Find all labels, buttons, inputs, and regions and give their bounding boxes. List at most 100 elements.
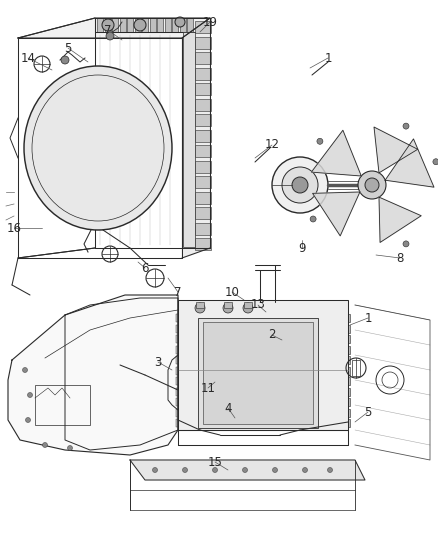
Bar	[97, 18, 103, 32]
Circle shape	[223, 303, 233, 313]
Bar	[336, 335, 350, 343]
Polygon shape	[374, 127, 418, 173]
Bar	[176, 408, 186, 416]
Bar	[244, 302, 252, 308]
Bar	[336, 377, 350, 385]
Bar	[203, 322, 313, 424]
Text: 7: 7	[174, 286, 182, 298]
Bar	[176, 419, 186, 427]
Bar	[195, 176, 211, 188]
Bar	[330, 300, 340, 315]
Text: 13: 13	[251, 298, 265, 311]
Bar	[165, 18, 170, 32]
Circle shape	[272, 467, 278, 472]
Bar	[134, 18, 141, 32]
Bar	[195, 191, 211, 204]
Bar	[218, 300, 227, 315]
Circle shape	[134, 19, 146, 31]
Ellipse shape	[24, 66, 172, 230]
Bar	[149, 18, 155, 32]
Bar	[176, 345, 186, 353]
Bar	[336, 408, 350, 416]
Circle shape	[175, 17, 185, 27]
Polygon shape	[313, 192, 360, 236]
Bar	[176, 387, 186, 395]
Bar	[142, 18, 148, 32]
Text: 4: 4	[224, 401, 232, 415]
Circle shape	[403, 123, 409, 129]
Bar	[192, 300, 202, 315]
Text: 11: 11	[201, 382, 215, 394]
Bar	[195, 145, 211, 157]
Bar	[336, 314, 350, 322]
Circle shape	[106, 32, 114, 40]
Circle shape	[67, 446, 73, 450]
Bar	[243, 300, 252, 315]
Polygon shape	[18, 18, 210, 38]
Bar	[176, 398, 186, 406]
Text: 1: 1	[364, 311, 372, 325]
Bar	[336, 325, 350, 333]
Polygon shape	[379, 197, 421, 243]
Bar	[196, 302, 204, 308]
Text: 7: 7	[104, 23, 112, 36]
Circle shape	[358, 171, 386, 199]
Text: 9: 9	[298, 241, 306, 254]
Bar	[195, 160, 211, 173]
Bar	[293, 300, 303, 315]
Bar	[195, 83, 211, 95]
Text: 3: 3	[154, 356, 162, 368]
Bar	[195, 238, 211, 250]
Circle shape	[22, 367, 28, 373]
Circle shape	[303, 467, 307, 472]
Bar	[180, 18, 186, 32]
Circle shape	[310, 216, 316, 222]
Text: 5: 5	[364, 406, 372, 418]
Bar	[195, 207, 211, 219]
Bar	[255, 300, 265, 315]
Text: 8: 8	[396, 252, 404, 264]
Bar	[352, 360, 360, 376]
Circle shape	[365, 178, 379, 192]
Bar	[176, 335, 186, 343]
Circle shape	[292, 177, 308, 193]
Bar	[187, 18, 193, 32]
Bar	[205, 300, 215, 315]
Text: 16: 16	[7, 222, 21, 235]
Bar	[336, 356, 350, 364]
Bar	[195, 21, 211, 33]
Bar	[336, 398, 350, 406]
Bar	[280, 300, 290, 315]
Bar	[224, 302, 232, 308]
Bar	[35, 385, 90, 425]
Circle shape	[195, 303, 205, 313]
Bar	[336, 345, 350, 353]
Circle shape	[102, 19, 114, 31]
Bar	[195, 114, 211, 126]
Polygon shape	[130, 460, 365, 480]
Circle shape	[433, 159, 438, 165]
Bar	[195, 99, 211, 110]
Bar	[176, 367, 186, 375]
Text: 19: 19	[202, 15, 218, 28]
Circle shape	[403, 241, 409, 247]
Text: 2: 2	[268, 328, 276, 342]
Bar	[176, 325, 186, 333]
Text: 14: 14	[21, 52, 35, 64]
Circle shape	[317, 138, 323, 144]
Circle shape	[282, 167, 318, 203]
Bar	[336, 419, 350, 427]
Bar	[195, 68, 211, 79]
Circle shape	[328, 467, 332, 472]
Bar	[268, 300, 278, 315]
Text: 1: 1	[324, 52, 332, 64]
Bar	[180, 300, 190, 315]
Circle shape	[61, 56, 69, 64]
Polygon shape	[182, 18, 210, 258]
Polygon shape	[385, 139, 434, 187]
Circle shape	[272, 157, 328, 213]
Circle shape	[212, 467, 218, 472]
Bar	[195, 36, 211, 49]
Bar	[336, 367, 350, 375]
Bar	[230, 300, 240, 315]
